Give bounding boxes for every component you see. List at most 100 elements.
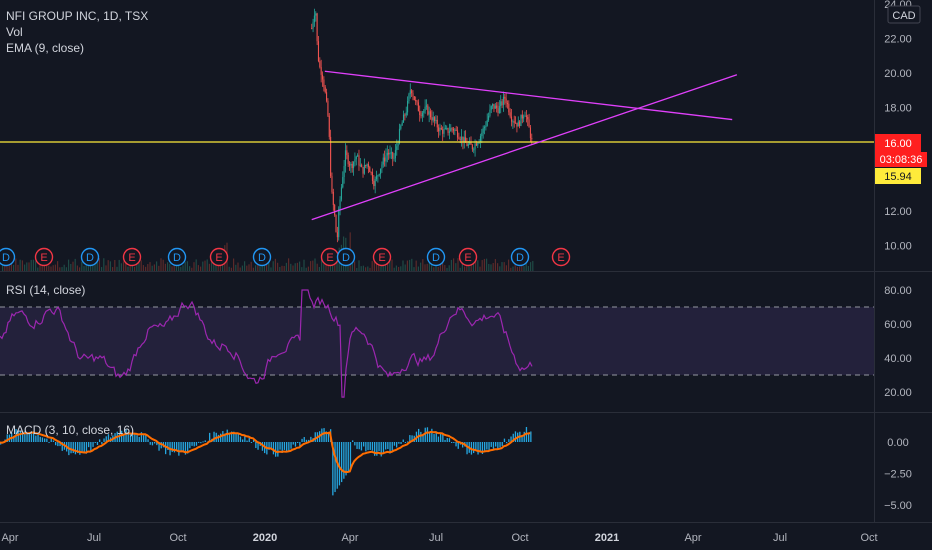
volume-bar bbox=[316, 263, 318, 271]
macd-bar bbox=[261, 442, 264, 451]
volume-bar bbox=[457, 258, 459, 271]
volume-legend[interactable]: Vol bbox=[6, 25, 23, 39]
macd-bar bbox=[314, 432, 316, 442]
volume-bar bbox=[274, 258, 276, 271]
candle-body bbox=[461, 136, 463, 140]
macd-title[interactable]: MACD (3, 10, close, 16) bbox=[6, 423, 135, 437]
trendline-lower[interactable] bbox=[311, 74, 738, 221]
time-axis-label: 2020 bbox=[253, 532, 277, 544]
macd-bar bbox=[530, 431, 532, 442]
macd-bar bbox=[41, 437, 44, 442]
candle-body bbox=[527, 117, 529, 120]
dividend-marker[interactable]: D bbox=[252, 247, 272, 267]
macd-bar bbox=[288, 442, 290, 451]
volume-bar bbox=[499, 266, 501, 271]
dividend-marker[interactable]: D bbox=[167, 247, 187, 267]
time-axis[interactable]: Apr Jul Oct 2020 Apr Jul Oct 2021 Apr Jul Oct bbox=[1, 532, 877, 544]
candle-body bbox=[447, 128, 449, 133]
currency-badge[interactable]: CAD bbox=[887, 5, 921, 24]
earnings-marker[interactable]: E bbox=[372, 247, 392, 267]
dividend-marker[interactable]: D bbox=[336, 247, 356, 267]
candle-body bbox=[450, 128, 452, 132]
symbol-title[interactable]: NFI GROUP INC, 1D, TSX bbox=[6, 9, 149, 23]
macd-bar bbox=[248, 437, 250, 442]
macd-bar bbox=[70, 442, 72, 454]
earnings-marker[interactable]: E bbox=[122, 247, 142, 267]
macd-bar bbox=[105, 436, 107, 442]
volume-bar bbox=[382, 262, 384, 271]
volume-bar bbox=[415, 260, 417, 271]
volume-bar bbox=[398, 266, 400, 271]
macd-bar bbox=[396, 442, 398, 448]
earnings-marker[interactable]: E bbox=[34, 247, 54, 267]
rsi-axis-label: 20.00 bbox=[884, 387, 912, 399]
macd-bar bbox=[39, 436, 41, 442]
dividend-marker[interactable]: D bbox=[80, 247, 100, 267]
dividend-marker[interactable]: D bbox=[426, 247, 446, 267]
macd-bar bbox=[17, 430, 19, 442]
macd-pane[interactable] bbox=[0, 426, 532, 496]
macd-bar bbox=[24, 431, 26, 442]
volume-bar bbox=[72, 261, 74, 271]
volume-bar bbox=[180, 267, 182, 271]
macd-axis[interactable]: 0.00 −2.50 −5.00 bbox=[884, 437, 912, 512]
trendline-upper[interactable] bbox=[324, 70, 733, 121]
candle-body bbox=[513, 121, 515, 123]
candle-body bbox=[381, 164, 383, 169]
earnings-marker[interactable]: E bbox=[458, 247, 478, 267]
volume-bar bbox=[310, 261, 312, 271]
macd-bar bbox=[121, 430, 123, 442]
macd-bar bbox=[233, 431, 235, 442]
candle-body bbox=[471, 144, 473, 150]
macd-bar bbox=[48, 441, 50, 443]
macd-bar bbox=[44, 438, 46, 442]
volume-bar bbox=[120, 263, 122, 271]
volume-bar bbox=[237, 262, 239, 271]
rsi-axis[interactable]: 80.00 60.00 40.00 20.00 bbox=[884, 285, 912, 399]
candle-body bbox=[493, 103, 495, 109]
ema-legend[interactable]: EMA (9, close) bbox=[6, 41, 85, 55]
candle-body bbox=[435, 119, 437, 122]
dividend-marker[interactable]: D bbox=[0, 247, 16, 267]
candle-body bbox=[438, 127, 440, 132]
macd-bar bbox=[341, 442, 343, 483]
svg-text:E: E bbox=[326, 252, 333, 264]
macd-bar bbox=[275, 442, 277, 457]
earnings-marker[interactable]: E bbox=[320, 247, 340, 267]
candle-body bbox=[340, 187, 342, 200]
dividend-marker[interactable]: D bbox=[510, 247, 530, 267]
macd-bar bbox=[486, 442, 488, 450]
volume-bar bbox=[505, 265, 507, 271]
earnings-marker[interactable]: E bbox=[209, 247, 229, 267]
candle-body bbox=[361, 164, 363, 168]
candle-body bbox=[319, 61, 321, 68]
macd-bar bbox=[409, 435, 411, 442]
volume-bar bbox=[466, 262, 468, 271]
volume-bar bbox=[389, 258, 391, 271]
candle-body bbox=[434, 117, 436, 122]
volume-bar bbox=[248, 264, 250, 271]
macd-bar bbox=[6, 434, 8, 442]
earnings-marker[interactable]: E bbox=[551, 247, 571, 267]
volume-bar bbox=[184, 261, 186, 271]
svg-text:E: E bbox=[378, 252, 385, 264]
macd-bar bbox=[195, 442, 198, 446]
candle-body bbox=[481, 132, 483, 137]
macd-bar bbox=[310, 436, 312, 442]
rsi-pane[interactable] bbox=[0, 289, 874, 398]
rsi-title[interactable]: RSI (14, close) bbox=[6, 283, 86, 297]
volume-bar bbox=[314, 258, 316, 271]
candle-body bbox=[505, 98, 507, 104]
macd-bar bbox=[123, 433, 125, 442]
candle-body bbox=[355, 156, 357, 160]
volume-bar bbox=[252, 267, 254, 271]
macd-bar bbox=[107, 434, 110, 442]
volume-bar bbox=[283, 266, 285, 271]
volume-bar bbox=[373, 259, 375, 271]
macd-bar bbox=[81, 442, 83, 453]
volume-bar bbox=[519, 266, 521, 271]
candle-body bbox=[315, 13, 317, 16]
volume-bar bbox=[477, 260, 479, 271]
